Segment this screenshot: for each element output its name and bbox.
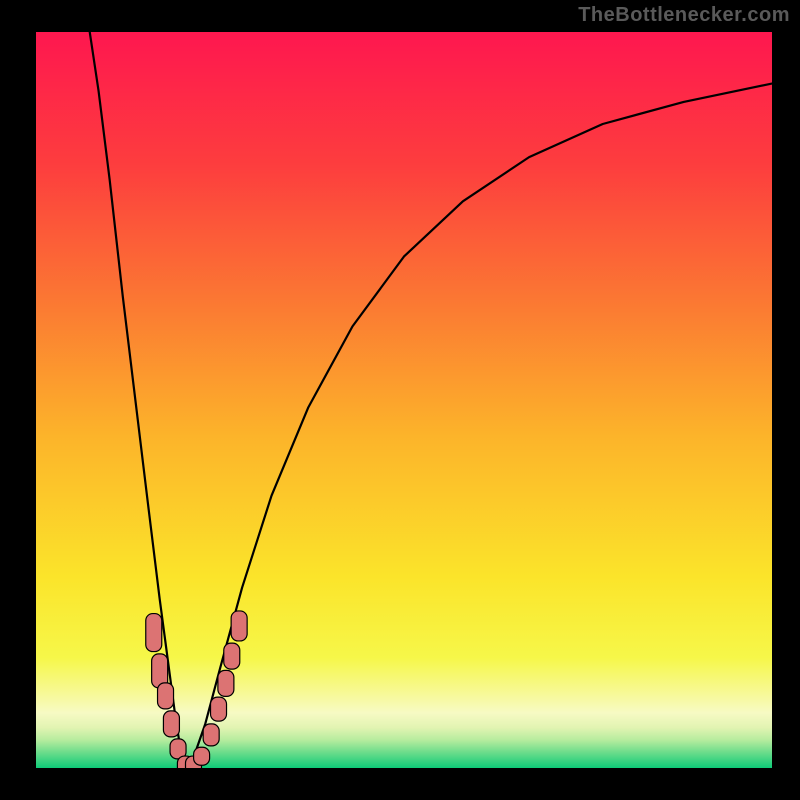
curve-marker: [163, 711, 179, 737]
curve-marker: [203, 724, 219, 746]
watermark-label: TheBottlenecker.com: [578, 4, 790, 27]
stage: TheBottlenecker.com: [0, 0, 800, 800]
curve-marker: [146, 614, 162, 652]
curve-marker: [218, 670, 234, 696]
curve-marker: [158, 683, 174, 709]
curve-marker: [211, 697, 227, 721]
chart-background: [36, 32, 772, 768]
curve-marker: [224, 643, 240, 669]
bottleneck-chart: [36, 32, 772, 768]
curve-marker: [231, 611, 247, 641]
curve-marker: [194, 747, 210, 765]
